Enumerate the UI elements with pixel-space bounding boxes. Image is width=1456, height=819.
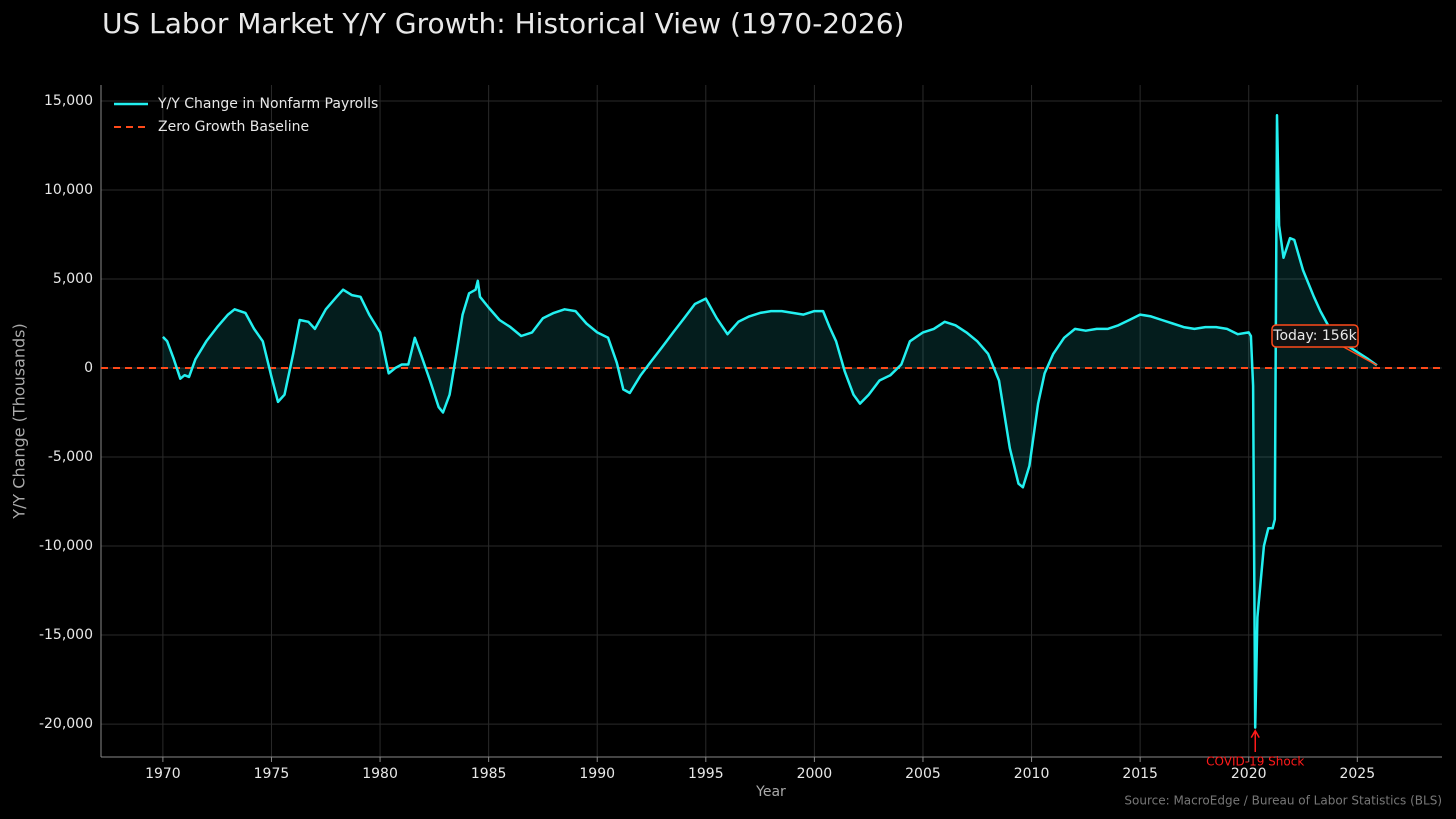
x-tick-label: 1985 xyxy=(471,766,507,782)
annotation-box xyxy=(1271,324,1359,348)
y-tick-label: 0 xyxy=(84,360,93,376)
legend-label: Y/Y Change in Nonfarm Payrolls xyxy=(157,96,378,112)
legend-label: Zero Growth Baseline xyxy=(158,119,309,135)
area-fill xyxy=(162,115,1377,728)
x-tick-label: 2005 xyxy=(905,766,941,782)
y-tick-label: -5,000 xyxy=(48,449,93,465)
x-tick-label: 2015 xyxy=(1122,766,1158,782)
y-tick-label: 15,000 xyxy=(44,93,93,109)
x-tick-label: 1970 xyxy=(145,766,181,782)
y-tick-label: -15,000 xyxy=(39,627,93,643)
annotation-label: COVID-19 Shock xyxy=(1206,755,1304,769)
source-note: Source: MacroEdge / Bureau of Labor Stat… xyxy=(1124,794,1442,808)
chart-title: US Labor Market Y/Y Growth: Historical V… xyxy=(102,7,904,40)
y-tick-label: 10,000 xyxy=(44,182,93,198)
y-tick-label: 5,000 xyxy=(53,271,93,287)
x-tick-label: 1990 xyxy=(579,766,615,782)
x-tick-label: 2025 xyxy=(1339,766,1375,782)
x-tick-label: 1995 xyxy=(688,766,724,782)
annotation-label: Today: 156k xyxy=(1272,328,1357,344)
y-tick-label: -20,000 xyxy=(39,716,93,732)
annotation-arrow xyxy=(1339,344,1378,366)
x-tick-label: 2010 xyxy=(1014,766,1050,782)
y-axis-label: Y/Y Change (Thousands) xyxy=(10,323,29,519)
annotation-arrowhead xyxy=(1250,729,1260,739)
x-tick-label: 2000 xyxy=(797,766,833,782)
y-tick-label: -10,000 xyxy=(39,538,93,554)
x-tick-label: 1980 xyxy=(362,766,398,782)
x-axis-label: Year xyxy=(755,784,786,800)
x-tick-label: 1975 xyxy=(254,766,290,782)
x-tick-label: 2020 xyxy=(1231,766,1267,782)
line-series xyxy=(162,114,1378,729)
